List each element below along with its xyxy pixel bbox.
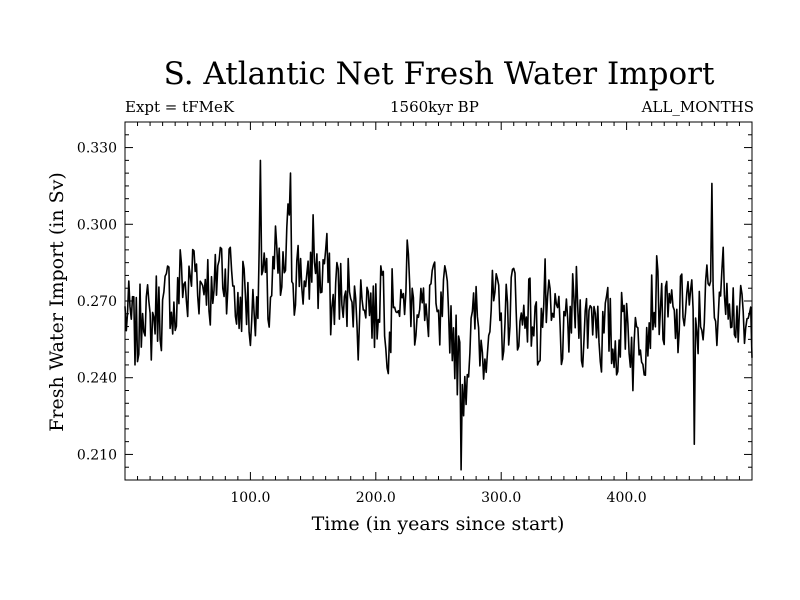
series-line (124, 159, 753, 471)
x-tick-label: 100.0 (230, 490, 270, 506)
x-tick-label: 300.0 (481, 490, 521, 506)
y-tick-label: 0.300 (77, 217, 117, 233)
x-tick-label: 400.0 (607, 490, 647, 506)
x-tick-label: 200.0 (356, 490, 396, 506)
y-tick-label: 0.240 (77, 371, 117, 387)
period-label: 1560kyr BP (390, 98, 479, 116)
chart-title: S. Atlantic Net Fresh Water Import (163, 56, 715, 92)
x-axis-label: Time (in years since start) (312, 513, 565, 535)
months-label: ALL_MONTHS (641, 98, 754, 116)
y-axis-label: Fresh Water Import (in Sv) (46, 172, 68, 432)
y-tick-label: 0.330 (77, 141, 117, 157)
experiment-label: Expt = tFMeK (125, 98, 235, 116)
y-tick-label: 0.270 (77, 294, 117, 310)
y-tick-label: 0.210 (77, 447, 117, 463)
